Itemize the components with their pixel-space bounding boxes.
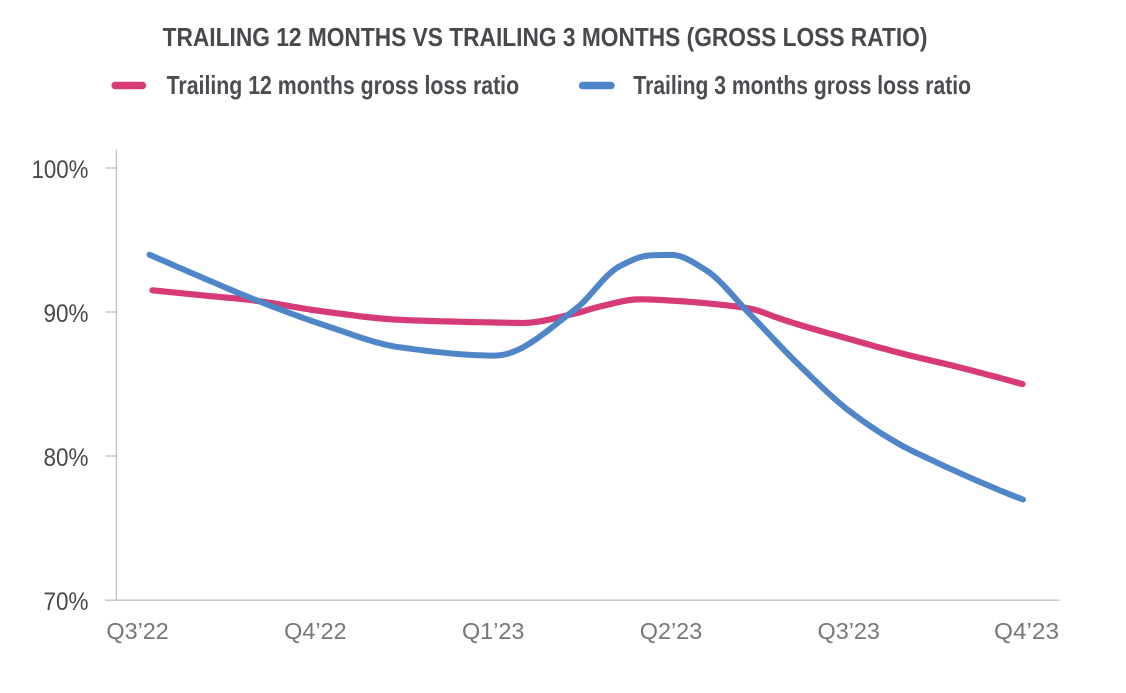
svg-text:Q4’23: Q4’23 (994, 618, 1059, 644)
svg-text:Q2’23: Q2’23 (640, 618, 702, 644)
svg-text:Q4’22: Q4’22 (284, 618, 346, 644)
svg-text:Q3’22: Q3’22 (106, 618, 168, 644)
svg-text:Q3’23: Q3’23 (818, 618, 880, 644)
svg-text:90%: 90% (44, 300, 89, 328)
svg-text:70%: 70% (44, 588, 89, 616)
svg-text:TRAILING 12 MONTHS VS TRAILING: TRAILING 12 MONTHS VS TRAILING 3 MONTHS … (163, 22, 928, 52)
svg-text:100%: 100% (32, 156, 89, 184)
svg-text:Trailing 12 months gross loss: Trailing 12 months gross loss ratio (167, 70, 519, 100)
svg-text:Q1’23: Q1’23 (462, 618, 524, 644)
svg-text:Trailing 3 months gross loss r: Trailing 3 months gross loss ratio (633, 70, 971, 100)
svg-text:80%: 80% (44, 444, 89, 472)
